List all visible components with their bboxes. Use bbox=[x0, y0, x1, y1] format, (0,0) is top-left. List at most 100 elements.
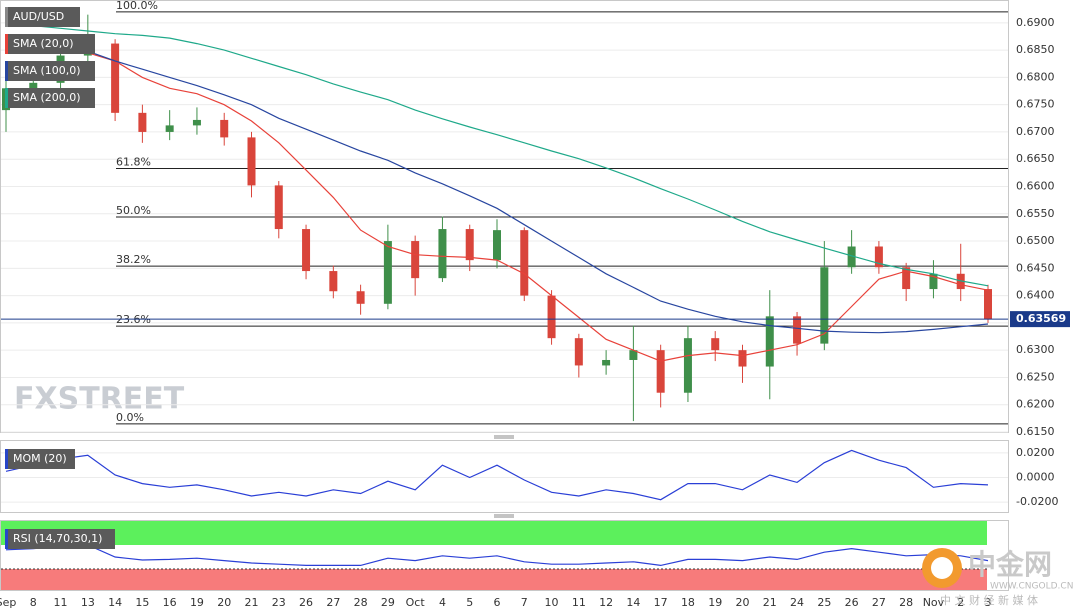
indicator-label: MOM (20) bbox=[13, 452, 67, 465]
oversold-zone bbox=[1, 569, 987, 590]
candle-body bbox=[302, 229, 311, 272]
x-tick-label: 28 bbox=[354, 596, 368, 609]
fib-label: 23.6% bbox=[116, 313, 151, 326]
x-tick-label: 25 bbox=[817, 596, 831, 609]
x-tick-label: 21 bbox=[763, 596, 777, 609]
x-tick-label: 4 bbox=[439, 596, 446, 609]
splitter[interactable] bbox=[494, 514, 514, 518]
candle-body bbox=[111, 43, 120, 113]
x-tick-label: 21 bbox=[245, 596, 259, 609]
candle-body bbox=[547, 295, 556, 339]
x-tick-label: 10 bbox=[545, 596, 559, 609]
x-tick-label: 12 bbox=[599, 596, 613, 609]
candle-body bbox=[874, 246, 883, 268]
candle-body bbox=[356, 291, 365, 304]
line-series bbox=[5, 544, 989, 567]
candle-body bbox=[984, 289, 992, 320]
x-tick-label: Nov bbox=[923, 596, 945, 609]
fib-label: 61.8% bbox=[116, 155, 151, 168]
candle-body bbox=[629, 350, 638, 360]
y-tick-label: 0.6250 bbox=[1016, 370, 1055, 383]
indicator-label-swatch bbox=[5, 529, 8, 549]
x-tick-label: 11 bbox=[572, 596, 586, 609]
logo-name: 中金网 bbox=[968, 548, 1052, 581]
y-tick-label: 0.6700 bbox=[1016, 125, 1055, 138]
x-tick-label: 5 bbox=[466, 596, 473, 609]
candle-body bbox=[138, 112, 147, 132]
y-tick-label: 0.6550 bbox=[1016, 207, 1055, 220]
y-tick-label: 0.6850 bbox=[1016, 43, 1055, 56]
candle-body bbox=[274, 185, 283, 230]
last-price-box bbox=[1010, 311, 1070, 328]
x-tick-label: Oct bbox=[406, 596, 426, 609]
x-tick-label: 26 bbox=[299, 596, 313, 609]
x-tick-label: 6 bbox=[494, 596, 501, 609]
y-tick-label: 0.6750 bbox=[1016, 98, 1055, 111]
legend-title: AUD/USD bbox=[13, 10, 64, 23]
candle-body bbox=[574, 338, 583, 366]
x-tick-label: 20 bbox=[736, 596, 750, 609]
splitter[interactable] bbox=[494, 435, 514, 439]
x-tick-label: 20 bbox=[217, 596, 231, 609]
line-series bbox=[5, 44, 989, 334]
candle-body bbox=[247, 137, 256, 186]
indicator-label: RSI (14,70,30,1) bbox=[13, 532, 102, 545]
y-tick-label: 0.6650 bbox=[1016, 152, 1055, 165]
x-tick-label: 19 bbox=[190, 596, 204, 609]
candle-body bbox=[329, 271, 338, 292]
y-tick-label: 0.6900 bbox=[1016, 16, 1055, 29]
candle-body bbox=[29, 82, 38, 89]
candle-body bbox=[520, 230, 529, 296]
y-tick-label: 0.6150 bbox=[1016, 425, 1055, 438]
x-tick-label: 14 bbox=[108, 596, 122, 609]
y-tick-label: 0.0000 bbox=[1016, 470, 1055, 483]
watermark: FXSTREET bbox=[14, 382, 185, 417]
x-tick-label: 27 bbox=[872, 596, 886, 609]
legend-title-swatch bbox=[5, 7, 8, 27]
x-tick-label: 2 bbox=[957, 596, 964, 609]
x-tick-label: 23 bbox=[272, 596, 286, 609]
candle-body bbox=[711, 338, 720, 351]
x-tick-label: 28 bbox=[899, 596, 913, 609]
legend-title-box bbox=[5, 7, 80, 27]
indicator-label-box bbox=[5, 449, 75, 469]
candle-body bbox=[493, 230, 501, 261]
x-tick-label: 3 bbox=[985, 596, 992, 609]
candle-body bbox=[656, 350, 665, 393]
candle-body bbox=[165, 125, 174, 132]
y-tick-label: 0.6400 bbox=[1016, 289, 1055, 302]
y-tick-label: -0.0200 bbox=[1016, 495, 1058, 508]
x-tick-label: 7 bbox=[521, 596, 528, 609]
x-tick-label: 8 bbox=[30, 596, 37, 609]
x-tick-label: 27 bbox=[326, 596, 340, 609]
candle-body bbox=[220, 119, 229, 138]
candle-body bbox=[192, 119, 201, 126]
legend-entry-swatch bbox=[5, 88, 8, 108]
x-tick-label: 11 bbox=[54, 596, 68, 609]
x-tick-label: Sep bbox=[0, 596, 16, 609]
logo-tagline: 中 文 财 经 新 媒 体 bbox=[940, 593, 1038, 607]
candle-body bbox=[602, 359, 611, 366]
candle-body bbox=[383, 241, 392, 304]
rsi-panel bbox=[0, 520, 1009, 591]
overbought-zone bbox=[1, 521, 987, 545]
logo: 中金网 WWW.CNGOLD.CN 中 文 财 经 新 媒 体 bbox=[922, 548, 1073, 607]
legend-entry-swatch bbox=[5, 61, 8, 81]
x-tick-label: 19 bbox=[708, 596, 722, 609]
legend-entry: SMA (20,0) bbox=[13, 37, 74, 50]
x-tick-label: 14 bbox=[626, 596, 640, 609]
x-tick-label: 17 bbox=[654, 596, 668, 609]
legend-entry: SMA (100,0) bbox=[13, 64, 81, 77]
candle-body bbox=[411, 241, 420, 279]
line-series bbox=[5, 20, 989, 287]
candle-body bbox=[765, 316, 774, 367]
mom-panel bbox=[0, 440, 1009, 513]
x-tick-label: 26 bbox=[845, 596, 859, 609]
y-tick-label: 0.6800 bbox=[1016, 70, 1055, 83]
y-tick-label: 0.6200 bbox=[1016, 398, 1055, 411]
candle-body bbox=[847, 246, 856, 268]
legend-entry-box bbox=[5, 34, 95, 54]
